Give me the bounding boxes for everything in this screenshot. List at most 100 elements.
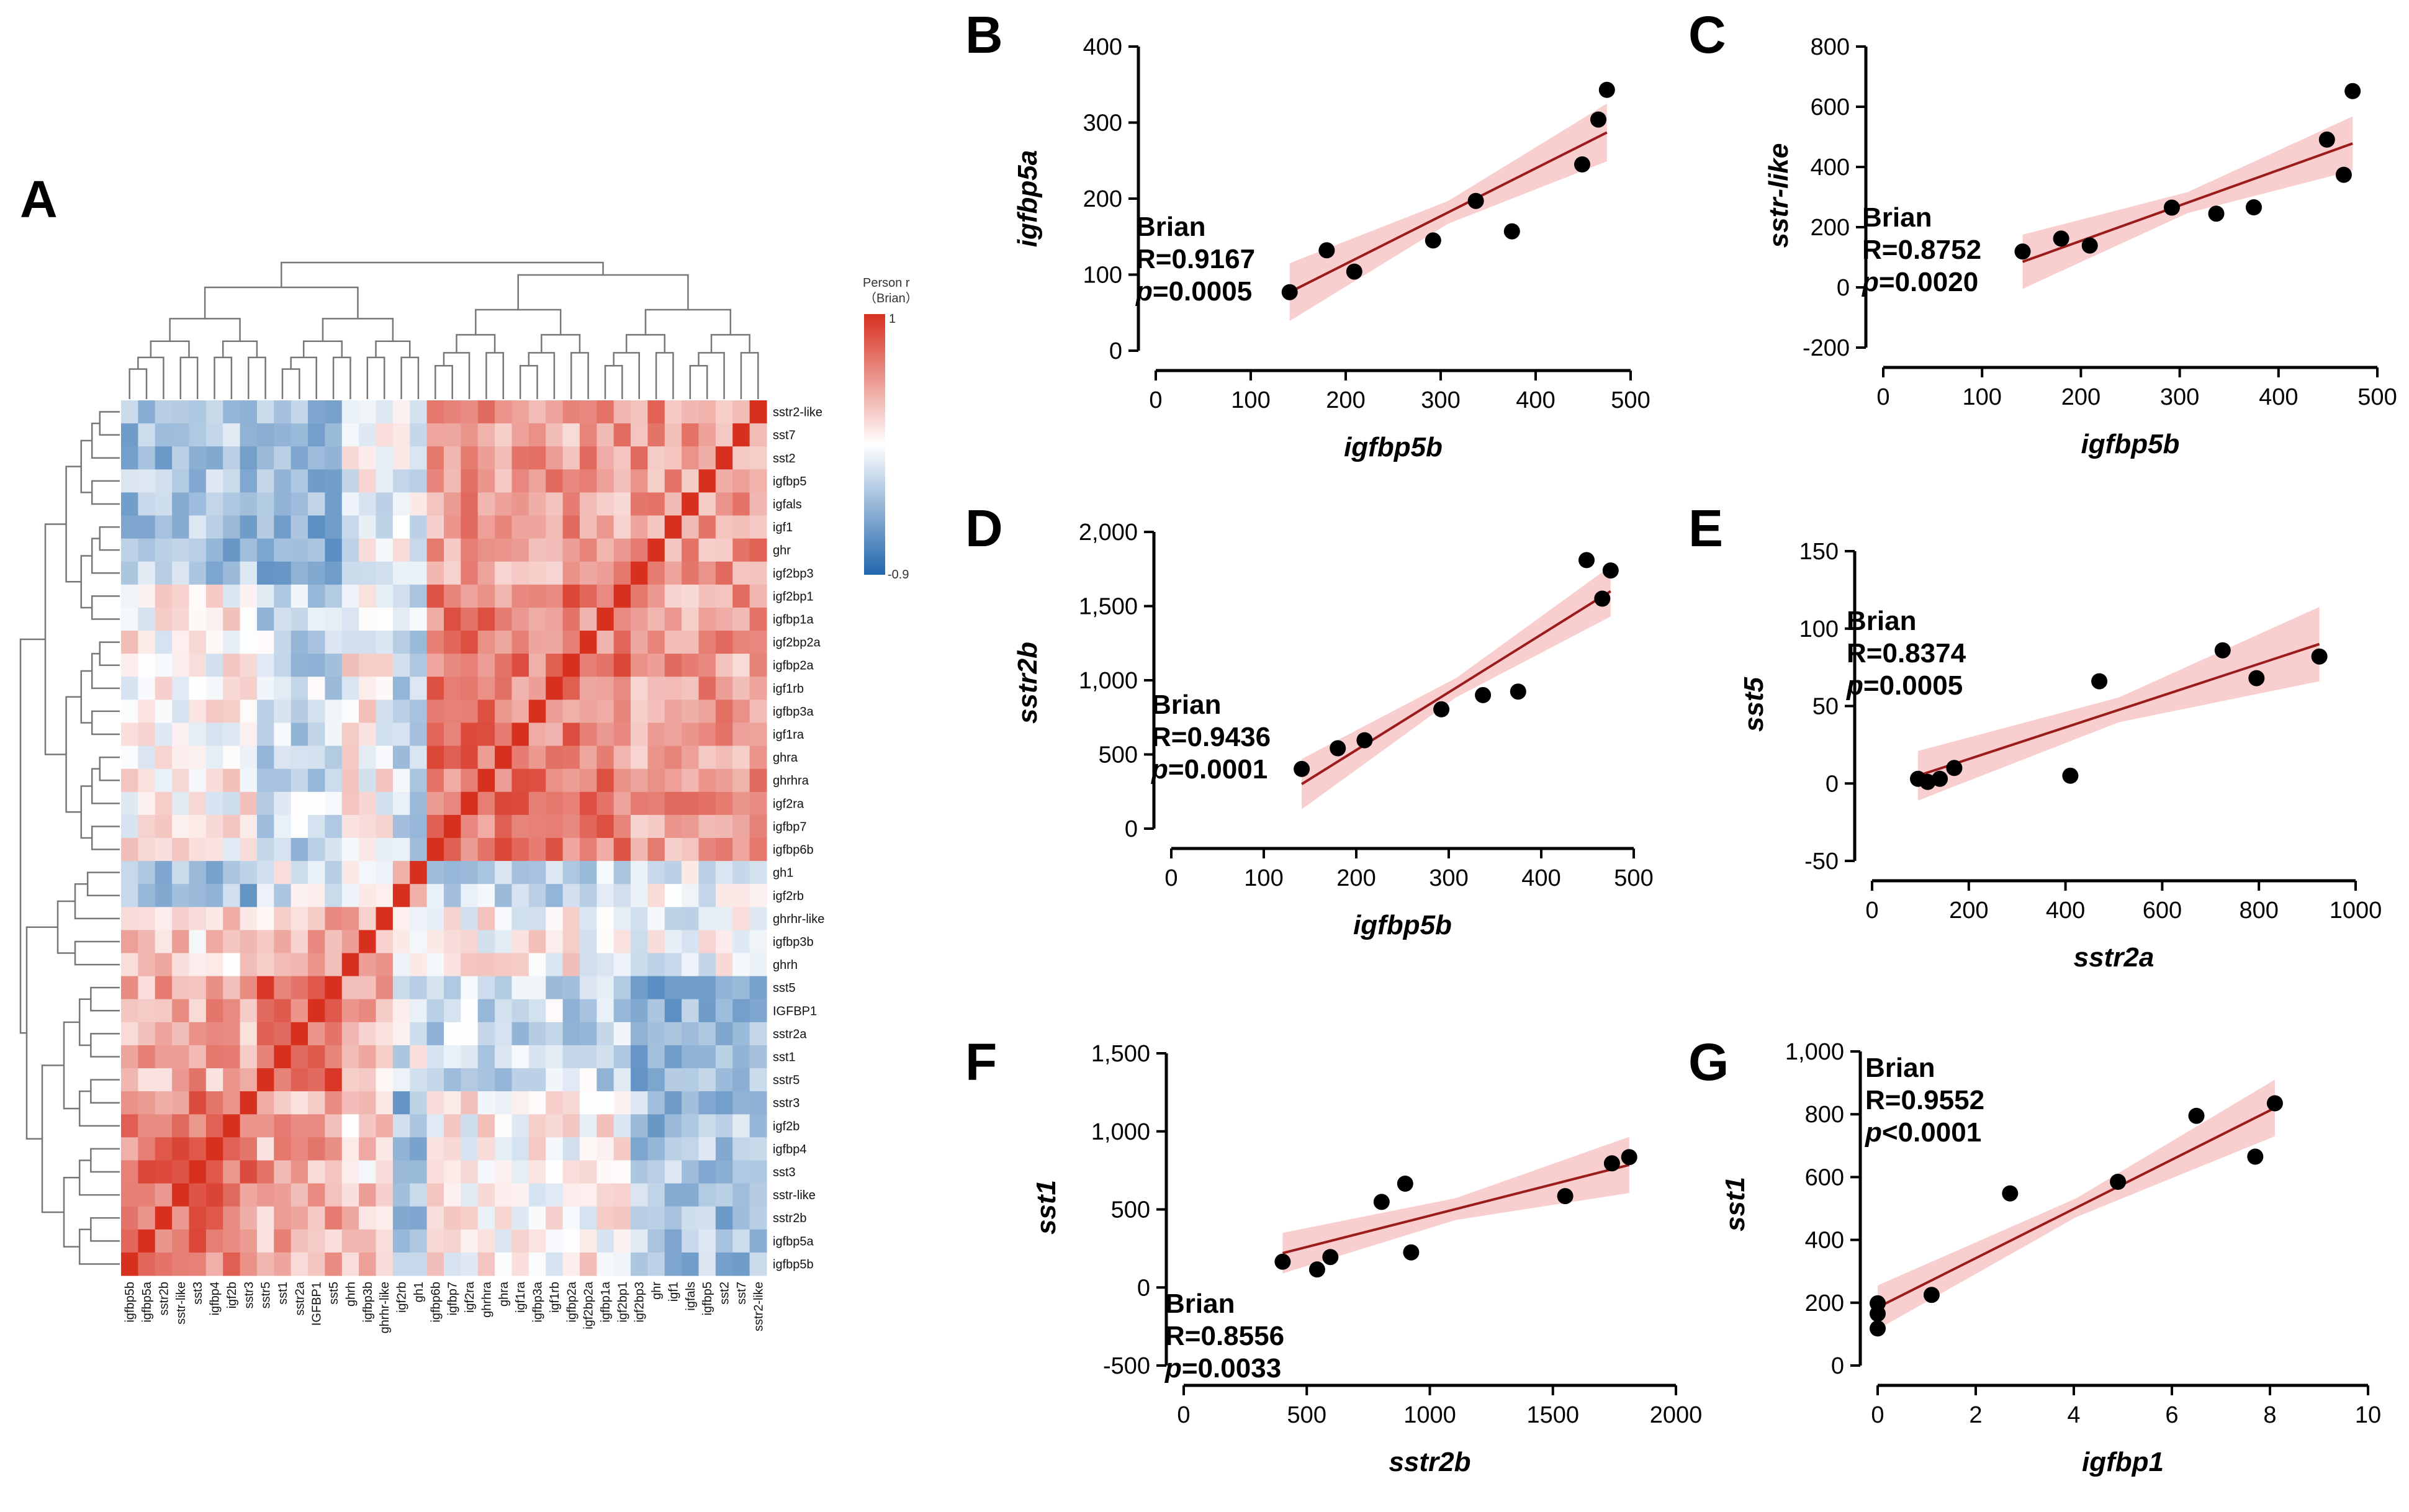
heatmap-cell	[495, 884, 513, 907]
heatmap-cell	[749, 492, 767, 516]
heatmap-cell	[392, 861, 410, 884]
heatmap-cell	[155, 1091, 173, 1115]
legend-title: Person r	[863, 276, 910, 290]
heatmap-cell	[290, 515, 308, 539]
heatmap-cell	[341, 446, 359, 470]
heatmap-cell	[495, 953, 513, 977]
heatmap-cell	[138, 791, 156, 816]
heatmap-cell	[579, 1183, 597, 1207]
heatmap-cell	[477, 791, 495, 816]
heatmap-cell	[256, 1068, 274, 1092]
heatmap-cell	[647, 700, 665, 724]
heatmap-cell	[392, 1091, 410, 1115]
heatmap-cell	[172, 469, 190, 493]
heatmap-cell	[732, 1206, 750, 1230]
heatmap-cell	[647, 538, 665, 562]
heatmap-cell	[155, 1022, 173, 1046]
heatmap-cell	[290, 1252, 308, 1276]
heatmap-cell	[528, 1229, 546, 1253]
heatmap-cell	[308, 561, 326, 585]
heatmap-cell	[256, 700, 274, 724]
heatmap-cell	[495, 446, 513, 470]
y-axis-label: sst5	[1739, 677, 1769, 732]
heatmap-cell	[546, 561, 564, 585]
heatmap-cell	[732, 976, 750, 1000]
data-point	[2318, 131, 2335, 148]
heatmap-cell	[290, 631, 308, 654]
heatmap-cell	[189, 745, 207, 770]
dendrogram-branch	[44, 523, 66, 755]
heatmap-cell	[205, 1229, 223, 1253]
heatmap-cell	[664, 907, 682, 931]
dendrogram-branch	[475, 308, 562, 335]
heatmap-cell	[528, 1114, 546, 1138]
data-point	[1322, 1249, 1339, 1266]
x-tick-label: 400	[2259, 384, 2298, 410]
heatmap-cell	[426, 907, 444, 931]
annotation-p-value: p=0.0005	[1135, 276, 1252, 307]
heatmap-cell	[205, 884, 223, 907]
data-point	[2266, 1095, 2283, 1112]
heatmap-cell	[155, 400, 173, 424]
heatmap-row-label: igfbp5b	[773, 1258, 814, 1271]
heatmap-cell	[546, 1068, 564, 1092]
heatmap-cell	[664, 1252, 682, 1276]
heatmap-cell	[426, 953, 444, 977]
heatmap-cell	[392, 1252, 410, 1276]
heatmap-cell	[528, 722, 546, 747]
heatmap-cell	[138, 1091, 156, 1115]
heatmap-cell	[613, 722, 631, 747]
heatmap-cell	[461, 1137, 479, 1161]
heatmap-cell	[392, 700, 410, 724]
heatmap-row-label: sstr3	[773, 1097, 799, 1110]
heatmap-cell	[274, 1137, 292, 1161]
heatmap-cell	[631, 446, 649, 470]
heatmap-cell	[410, 838, 428, 862]
heatmap-cell	[562, 1183, 580, 1207]
heatmap-cell	[341, 1229, 359, 1253]
heatmap-cell	[274, 722, 292, 747]
heatmap-cell	[392, 884, 410, 907]
heatmap-cell	[172, 907, 190, 931]
heatmap-cell	[223, 791, 241, 816]
data-point	[2014, 243, 2031, 260]
heatmap-cell	[376, 654, 394, 677]
dendrogram-branch	[91, 422, 120, 459]
heatmap-cell	[290, 1091, 308, 1115]
heatmap-cell	[613, 423, 631, 447]
heatmap-cell	[631, 1160, 649, 1184]
heatmap-cell	[461, 930, 479, 954]
heatmap-col-label: sst2	[718, 1282, 732, 1305]
confidence-band	[1918, 606, 2320, 801]
panel-label-D: D	[965, 499, 1003, 557]
heatmap-cell	[613, 1045, 631, 1069]
heatmap-cell	[682, 953, 700, 977]
heatmap-cell	[376, 953, 394, 977]
heatmap-cell	[477, 1206, 495, 1230]
heatmap-cell	[325, 1022, 343, 1046]
heatmap-cell	[579, 976, 597, 1000]
heatmap-cell	[647, 446, 665, 470]
annotation-r-value: R=0.8556	[1165, 1321, 1284, 1351]
heatmap-cell	[597, 953, 615, 977]
heatmap-row-label: igf2bp3	[773, 567, 814, 580]
heatmap-cell	[172, 584, 190, 608]
dendrogram-branch	[625, 334, 666, 353]
heatmap-cell	[410, 1206, 428, 1230]
heatmap-cell	[359, 838, 377, 862]
x-tick-label: 100	[1962, 384, 2001, 410]
heatmap-cell	[682, 631, 700, 654]
heatmap-cell	[121, 930, 138, 954]
heatmap-cell	[308, 677, 326, 700]
heatmap-cell	[698, 492, 716, 516]
heatmap-cell	[205, 1160, 223, 1184]
heatmap-cell	[477, 631, 495, 654]
heatmap-cell	[579, 677, 597, 700]
heatmap-cell	[749, 722, 767, 747]
heatmap-cell	[392, 1160, 410, 1184]
heatmap-cell	[682, 700, 700, 724]
heatmap-cell	[274, 1183, 292, 1207]
heatmap-cell	[189, 722, 207, 747]
heatmap-cell	[647, 791, 665, 816]
heatmap-cell	[495, 1206, 513, 1230]
